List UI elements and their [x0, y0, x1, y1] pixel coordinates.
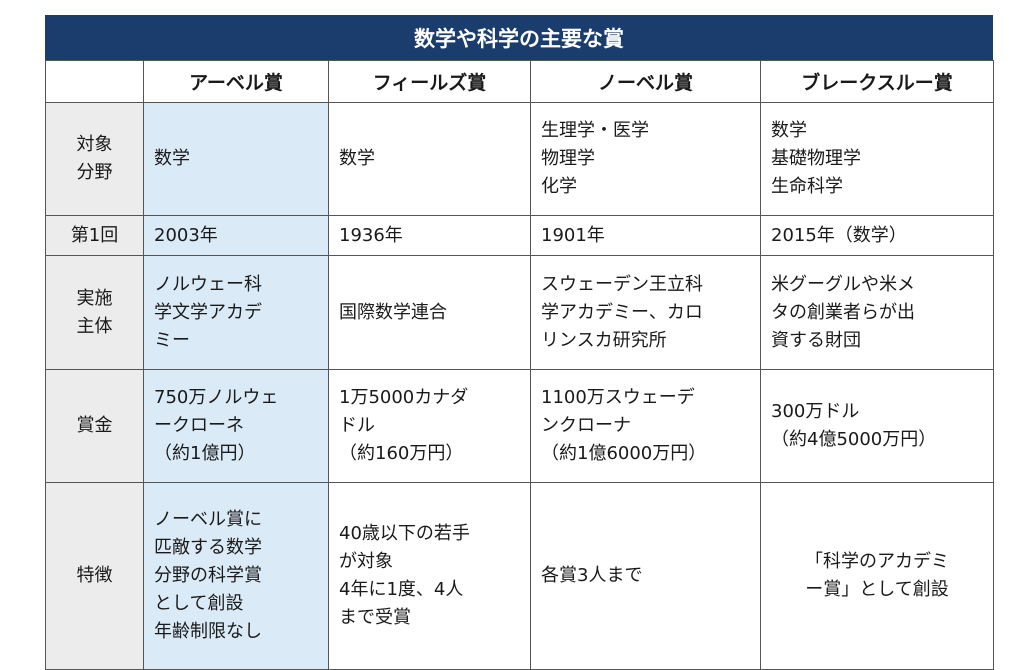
- table-cell: 300万ドル （約4億5000万円）: [760, 369, 994, 483]
- table-cell: 1901年: [530, 215, 761, 256]
- table-cell: ノルウェー科 学文学アカデ ミー: [143, 255, 329, 370]
- table: アーベル賞 フィールズ賞 ノーベル賞 ブレークスルー賞 対象 分野 数学 数学 …: [45, 60, 994, 670]
- row-label: 対象 分野: [45, 102, 144, 216]
- header-row: アーベル賞 フィールズ賞 ノーベル賞 ブレークスルー賞: [45, 60, 994, 103]
- row-label: 賞金: [45, 369, 144, 483]
- table-cell: 国際数学連合: [328, 255, 531, 370]
- header-fields-medal: フィールズ賞: [328, 60, 531, 103]
- table-cell: 1100万スウェーデ ンクローナ （約1億6000万円）: [530, 369, 761, 483]
- table-cell: ノーベル賞に 匹敵する数学 分野の科学賞 として創設 年齢制限なし: [143, 482, 329, 670]
- table-cell: 2015年（数学）: [760, 215, 994, 256]
- table-cell: 750万ノルウェ ークローネ （約1億円）: [143, 369, 329, 483]
- table-cell: 生理学・医学 物理学 化学: [530, 102, 761, 216]
- awards-comparison-table: 数学や科学の主要な賞 アーベル賞 フィールズ賞 ノーベル賞 ブレークスルー賞 対…: [45, 15, 994, 670]
- header-breakthrough-prize: ブレークスルー賞: [760, 60, 994, 103]
- table-cell: 各賞3人まで: [530, 482, 761, 670]
- table-cell: 1万5000カナダ ドル （約160万円）: [328, 369, 531, 483]
- row-label: 特徴: [45, 482, 144, 670]
- table-cell: 米グーグルや米メ タの創業者らが出 資する財団: [760, 255, 994, 370]
- table-cell: 2003年: [143, 215, 329, 256]
- table-cell: スウェーデン王立科 学アカデミー、カロ リンスカ研究所: [530, 255, 761, 370]
- header-nobel-prize: ノーベル賞: [530, 60, 761, 103]
- header-abel-prize: アーベル賞: [143, 60, 329, 103]
- table-cell: 数学: [143, 102, 329, 216]
- table-cell: 数学 基礎物理学 生命科学: [760, 102, 994, 216]
- table-row: 実施 主体 ノルウェー科 学文学アカデ ミー 国際数学連合 スウェーデン王立科 …: [45, 255, 994, 370]
- table-row: 対象 分野 数学 数学 生理学・医学 物理学 化学 数学 基礎物理学 生命科学: [45, 102, 994, 216]
- table-row: 賞金 750万ノルウェ ークローネ （約1億円） 1万5000カナダ ドル （約…: [45, 369, 994, 483]
- table-cell: 数学: [328, 102, 531, 216]
- table-cell: 「科学のアカデミ ー賞」として創設: [760, 482, 994, 670]
- table-row: 特徴 ノーベル賞に 匹敵する数学 分野の科学賞 として創設 年齢制限なし 40歳…: [45, 482, 994, 670]
- table-title: 数学や科学の主要な賞: [45, 15, 993, 60]
- table-row: 第1回 2003年 1936年 1901年 2015年（数学）: [45, 215, 994, 256]
- header-cell-empty: [45, 60, 144, 103]
- row-label: 第1回: [45, 215, 144, 256]
- table-cell: 40歳以下の若手 が対象 4年に1度、4人 まで受賞: [328, 482, 531, 670]
- table-cell: 1936年: [328, 215, 531, 256]
- row-label: 実施 主体: [45, 255, 144, 370]
